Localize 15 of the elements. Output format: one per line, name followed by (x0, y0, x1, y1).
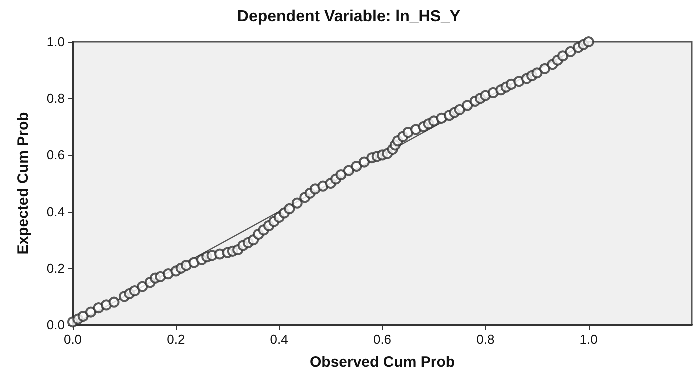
x-tick-label: 0.8 (476, 332, 495, 347)
y-tick-label: 0.0 (46, 318, 65, 332)
x-axis-title: Observed Cum Prob (310, 354, 456, 371)
x-tick-label: 0.2 (167, 332, 186, 347)
x-tick-label: 1.0 (580, 332, 598, 347)
y-tick-label: 0.2 (46, 260, 65, 276)
y-tick-label: 0.4 (46, 204, 65, 220)
x-tick-label: 0.4 (270, 332, 288, 347)
y-tick-label: 0.8 (46, 91, 65, 106)
x-tick-label: 0.0 (64, 332, 82, 347)
x-tick-label: 0.6 (373, 332, 392, 347)
y-tick-label: 1.0 (46, 34, 65, 50)
y-tick-label: 0.6 (46, 148, 65, 163)
y-axis-title: Expected Cum Prob (15, 112, 32, 255)
chart-title: Dependent Variable: ln_HS_Y (237, 8, 461, 26)
